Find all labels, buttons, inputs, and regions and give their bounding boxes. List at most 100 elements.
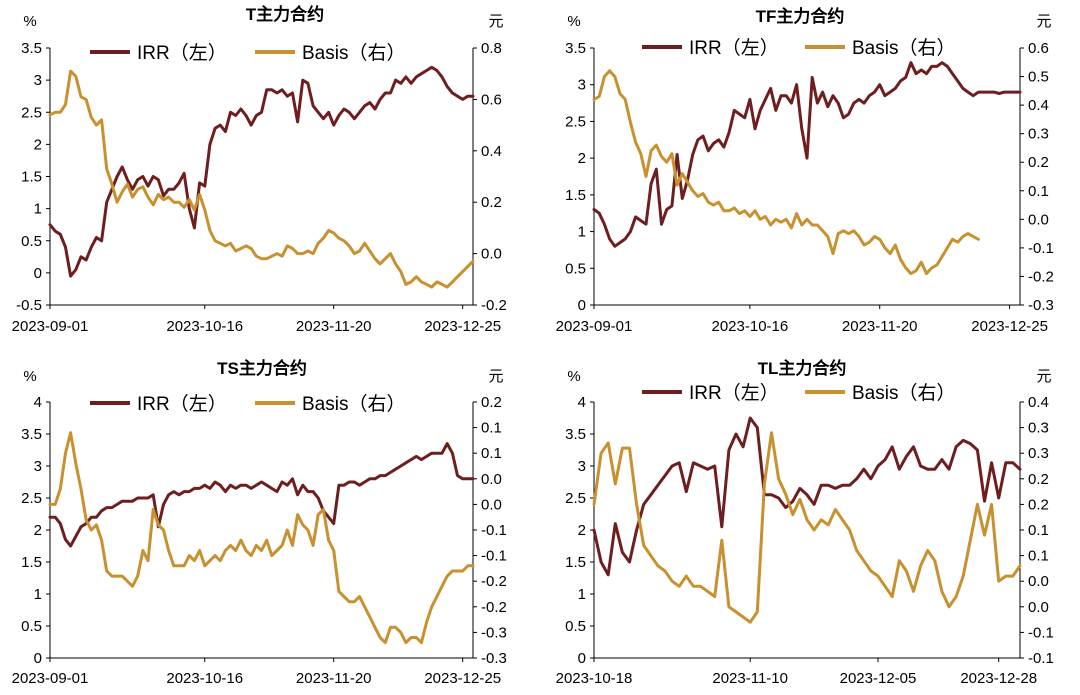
left-axis-tick-label: 0 (34, 265, 42, 282)
right-axis-tick-label: 0.1 (1028, 548, 1049, 565)
right-axis-tick-label: 0.3 (1028, 445, 1049, 462)
legend: IRR（左） Basis（右） (90, 393, 405, 415)
irr-series-line (592, 416, 1022, 577)
legend-basis-label: Basis（右） (852, 37, 955, 59)
right-axis-tick-label: 0.1 (1028, 183, 1049, 200)
legend-irr-label: IRR（左） (137, 42, 227, 64)
right-axis-tick-label: 0.0 (1028, 573, 1049, 590)
left-axis-tick-label: 0 (578, 650, 586, 667)
x-axis-tick-label: 2023-11-20 (296, 318, 372, 335)
right-axis-tick-label: 0.6 (481, 91, 502, 108)
x-axis-tick-label: 2023-11-20 (842, 318, 918, 335)
left-axis-tick-label: 0 (34, 650, 42, 667)
left-axis-tick-label: 0.5 (565, 618, 586, 635)
right-axis-tick-label: 0.2 (1028, 496, 1049, 513)
left-axis-tick-label: 1 (578, 586, 586, 603)
right-axis-tick-label: 0.8 (481, 40, 502, 57)
left-axis-unit: % (567, 13, 580, 30)
left-axis-tick-label: 2.5 (565, 490, 586, 507)
right-axis-tick-label: 0.2 (1028, 471, 1049, 488)
left-axis-tick-label: 3 (34, 72, 42, 89)
left-axis-tick-label: 0 (578, 297, 586, 314)
chart-panel-1: T主力合约% 元 -0.5 0 0.5 1 1.5 2 2.5 3 3.5 -0.2 0.0 0.2 0.4… (12, 4, 507, 335)
chart-panel-2: TF主力合约% 元 0 0.5 1 1.5 2 2.5 3 3.5 -0.3 -0.2 -0.1 0.0 0… (556, 6, 1054, 335)
left-axis-tick-label: 1 (578, 224, 586, 241)
legend-irr-label: IRR（左） (689, 37, 779, 59)
right-axis-tick-label: 0.0 (1028, 599, 1049, 616)
right-axis-tick-label: 0.4 (1028, 394, 1049, 411)
left-axis-tick-label: 1.5 (565, 554, 586, 571)
right-axis-tick-label: -0.3 (1028, 297, 1054, 314)
right-axis-tick-label: -0.2 (481, 297, 507, 314)
chart-title: T主力合约 (246, 4, 324, 24)
legend-basis-label: Basis（右） (852, 382, 955, 404)
x-axis-tick-label: 2023-10-16 (166, 318, 243, 335)
left-axis-tick-label: 0.5 (565, 260, 586, 277)
right-axis-tick-label: 0.0 (481, 496, 502, 513)
left-axis-tick-label: 2.5 (565, 113, 586, 130)
legend: IRR（左） Basis（右） (90, 42, 405, 64)
legend-basis-label: Basis（右） (302, 42, 405, 64)
left-axis-tick-label: 3.5 (565, 40, 586, 57)
left-axis-tick-label: 3.5 (565, 426, 586, 443)
legend-irr-label: IRR（左） (137, 393, 227, 415)
x-axis-tick-label: 2023-12-25 (971, 318, 1048, 335)
right-axis-tick-label: -0.1 (1028, 650, 1054, 667)
right-axis-unit: 元 (1036, 368, 1051, 385)
right-axis-tick-label: 0.4 (481, 143, 502, 160)
left-axis-tick-label: 1 (34, 586, 42, 603)
legend: IRR（左） Basis（右） (642, 382, 955, 404)
x-axis-tick-label: 2023-12-25 (424, 670, 501, 687)
left-axis-tick-label: 3.5 (21, 40, 42, 57)
left-axis-tick-label: 4 (34, 394, 42, 411)
x-axis-tick-label: 2023-11-20 (296, 670, 372, 687)
x-axis-tick-label: 2023-11-10 (712, 670, 788, 687)
right-axis-tick-label: -0.1 (1028, 240, 1054, 257)
right-axis-unit: 元 (488, 13, 503, 30)
left-axis-tick-label: 4 (578, 394, 586, 411)
right-axis-tick-label: 0.0 (481, 246, 502, 263)
left-axis-tick-label: 1.5 (21, 169, 42, 186)
chart-panel-3: TS主力合约% 元 0 0.5 1 1.5 2 2.5 3 3.5 4 -0.3 -0.3 -0.2 -0.… (12, 358, 507, 687)
right-axis-tick-label: -0.1 (481, 548, 507, 565)
right-axis-tick-label: 0.5 (1028, 69, 1049, 86)
left-axis-tick-label: 1.5 (21, 554, 42, 571)
right-axis-tick-label: 0.3 (1028, 126, 1049, 143)
irr-series-line (592, 61, 1022, 248)
right-axis-unit: 元 (1036, 13, 1051, 30)
x-axis-tick-label: 2023-12-28 (960, 670, 1037, 687)
left-axis-tick-label: 2 (34, 136, 42, 153)
right-axis-tick-label: -0.2 (481, 599, 507, 616)
right-axis-tick-label: 0.0 (481, 471, 502, 488)
left-axis-unit: % (23, 368, 36, 385)
right-axis-tick-label: 0.2 (481, 194, 502, 211)
left-axis-tick-label: -0.5 (16, 297, 42, 314)
basis-series-line (48, 431, 475, 645)
right-axis-tick-label: -0.3 (481, 650, 507, 667)
irr-series-line (48, 65, 475, 278)
right-axis-tick-label: -0.1 (481, 522, 507, 539)
right-axis-tick-label: 0.1 (481, 445, 502, 462)
x-axis-tick-label: 2023-12-05 (840, 670, 917, 687)
left-axis-tick-label: 0.5 (21, 618, 42, 635)
right-axis-unit: 元 (488, 368, 503, 385)
irr-series-line (48, 442, 475, 548)
left-axis-tick-label: 3.5 (21, 426, 42, 443)
left-axis-unit: % (23, 13, 36, 30)
left-axis-tick-label: 2 (578, 150, 586, 167)
left-axis-tick-label: 3 (578, 458, 586, 475)
basis-series-line (48, 69, 475, 289)
left-axis-tick-label: 0.5 (21, 233, 42, 250)
chart-panel-4: TL主力合约% 元 0 0.5 1 1.5 2 2.5 3 3.5 4 -0.1 -0.1 0.0 0.0 0… (556, 358, 1054, 687)
chart-title: TF主力合约 (756, 6, 845, 26)
basis-series-line (592, 431, 1022, 624)
left-axis-tick-label: 2 (34, 522, 42, 539)
right-axis-tick-label: 0.6 (1028, 40, 1049, 57)
legend-basis-label: Basis（右） (302, 393, 405, 415)
legend-irr-label: IRR（左） (689, 382, 779, 404)
x-axis-tick-label: 2023-12-25 (424, 318, 501, 335)
left-axis-tick-label: 2.5 (21, 490, 42, 507)
left-axis-unit: % (567, 368, 580, 385)
left-axis-tick-label: 1 (34, 201, 42, 218)
